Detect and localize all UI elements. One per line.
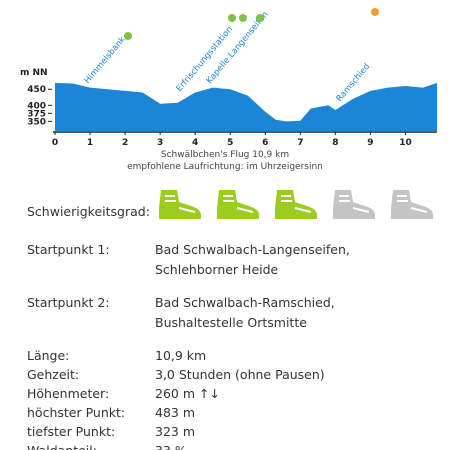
boot-lace — [281, 195, 312, 213]
row-value: Bad Schwalbach-Ramschied, — [155, 295, 335, 310]
elevation-chart: m NN Schwälbchen's Flug 10,9 km empfohle… — [20, 8, 437, 172]
x-tick-label: 4 — [192, 138, 198, 148]
boot-icon — [217, 190, 259, 219]
difficulty-row: Schwierigkeitsgrad: — [0, 190, 450, 230]
y-tick-label: 350 — [27, 117, 46, 127]
annotation-icon — [228, 14, 236, 22]
x-tick-label: 1 — [87, 138, 93, 148]
annotation-icon — [371, 8, 379, 16]
boot — [391, 190, 433, 219]
x-tick-label: 7 — [297, 138, 303, 148]
row-value: 33 % — [155, 443, 187, 450]
boot — [159, 190, 201, 219]
row-value: Bad Schwalbach-Langenseifen, — [155, 242, 350, 257]
x-tick-label: 0 — [52, 138, 58, 148]
boot-lace — [339, 195, 370, 213]
x-tick-label: 5 — [227, 138, 233, 148]
x-tick-label: 10 — [399, 138, 412, 148]
row-label: höchster Punkt: — [27, 405, 126, 420]
row-label: Länge: — [27, 348, 70, 363]
caption: Schwälbchen's Flug 10,9 km — [161, 150, 289, 160]
x-tick-label: 8 — [332, 138, 338, 148]
boot — [217, 190, 259, 219]
boot-icon — [391, 190, 433, 219]
y-tick-label: 450 — [27, 85, 46, 95]
boot-lace — [397, 195, 428, 213]
y-tick-label: 375 — [27, 109, 46, 119]
row-value: 323 m — [155, 424, 196, 439]
row-value: Schlehborner Heide — [155, 262, 279, 277]
boot-icon — [159, 190, 201, 219]
row-label: Gehzeit: — [27, 367, 80, 382]
boot-icon — [275, 190, 317, 219]
row-label: tiefster Punkt: — [27, 424, 116, 439]
x-tick-label: 9 — [367, 138, 373, 148]
elevation-area — [55, 82, 437, 131]
x-tick-label: 6 — [262, 138, 268, 148]
boot — [333, 190, 375, 219]
annotation-icon — [124, 32, 132, 40]
boot — [275, 190, 317, 219]
boot-lace — [223, 195, 254, 213]
row-value: Bushaltestelle Ortsmitte — [155, 315, 307, 330]
row-label: Startpunkt 1: — [27, 242, 110, 257]
boot-lace — [165, 195, 196, 213]
y-axis-label: m NN — [20, 68, 48, 78]
row-value: 483 m — [155, 405, 196, 420]
row-label: Höhenmeter: — [27, 386, 110, 401]
x-tick-label: 3 — [157, 138, 163, 148]
row-value: 10,9 km — [155, 348, 207, 363]
row-label: Waldanteil: — [27, 443, 97, 450]
annotation: Himmelsbank — [83, 35, 128, 86]
annotation-icon — [256, 14, 264, 22]
caption: empfohlene Laufrichtung: im Uhrzeigersin… — [127, 162, 323, 172]
annotation-icon — [239, 14, 247, 22]
row-value: 260 m ↑↓ — [155, 386, 220, 401]
boot-icon — [333, 190, 375, 219]
y-tick-label: 400 — [27, 101, 46, 111]
x-tick-label: 2 — [122, 138, 128, 148]
difficulty-label: Schwierigkeitsgrad: — [27, 204, 150, 219]
row-value: 3,0 Stunden (ohne Pausen) — [155, 367, 325, 382]
row-label: Startpunkt 2: — [27, 295, 110, 310]
